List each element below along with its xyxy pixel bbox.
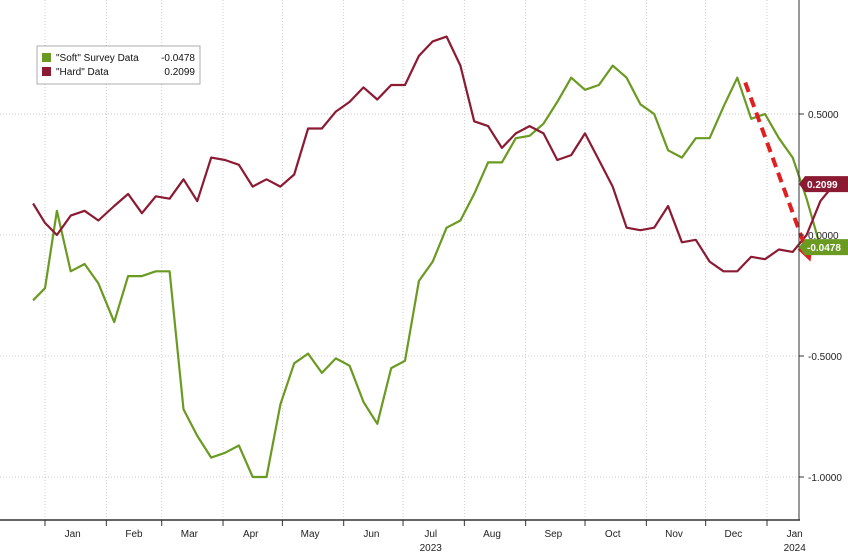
- x-tick-label: Apr: [243, 529, 259, 540]
- x-tick-label: Dec: [724, 529, 742, 540]
- x-axis-ticks: Jan Feb Mar Apr May Jun Jul Aug Sep Oct Nov Dec Jan 2…: [44, 520, 807, 554]
- x-tick-label: Nov: [665, 529, 683, 540]
- legend-label-soft: "Soft" Survey Data: [56, 53, 139, 64]
- legend-label-hard: "Hard" Data: [56, 67, 109, 78]
- x-tick-label: Oct: [605, 529, 621, 540]
- last-value-flag-soft: [799, 239, 848, 256]
- x-year-label: 2024: [784, 543, 807, 554]
- x-tick-label: Mar: [181, 529, 199, 540]
- x-tick-label: Sep: [544, 529, 562, 540]
- legend-swatch-soft: [42, 53, 51, 62]
- x-tick-label: Aug: [483, 529, 501, 540]
- x-axis-band: [0, 520, 848, 556]
- last-value-flag-hard: [799, 176, 848, 193]
- legend-box: [36, 45, 201, 85]
- x-year-label: 2023: [420, 543, 443, 554]
- y-tick-label: -0.5000: [808, 352, 842, 363]
- legend-swatch-hard: [42, 67, 51, 76]
- y-tick-label: 0.0000: [808, 231, 839, 242]
- series-lines: [32, 35, 836, 479]
- legend-value-soft: -0.0478: [161, 53, 195, 64]
- series-line-hard: [32, 35, 836, 273]
- legend-value-hard: 0.2099: [164, 67, 195, 78]
- x-tick-label: Jul: [424, 529, 437, 540]
- x-tick-label: Jan: [787, 529, 803, 540]
- y-axis-ticks: 0.5000 0.0000 -0.5000 -1.0000: [799, 110, 842, 484]
- series-line-soft: [32, 64, 822, 479]
- trend-arrow-shaft: [743, 81, 807, 248]
- x-tick-label: Jun: [363, 529, 379, 540]
- last-value-label-hard: 0.2099: [807, 180, 838, 191]
- x-tick-label: Jan: [65, 529, 81, 540]
- x-tick-label: Feb: [125, 529, 143, 540]
- grid-lines: [0, 0, 799, 520]
- y-tick-label: 0.5000: [808, 110, 839, 121]
- legend: "Soft" Survey Data -0.0478 "Hard" Data 0…: [36, 45, 201, 85]
- last-value-flags: 0.2099 -0.0478: [799, 176, 848, 256]
- last-value-label-soft: -0.0478: [807, 243, 841, 254]
- y-tick-label: -1.0000: [808, 473, 842, 484]
- x-tick-label: May: [301, 529, 320, 540]
